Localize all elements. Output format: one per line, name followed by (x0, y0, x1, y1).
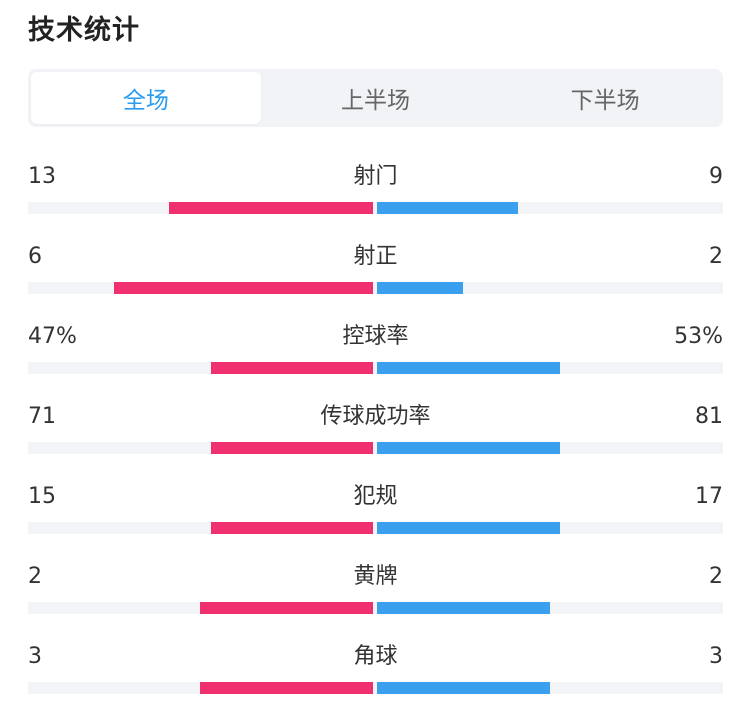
stat-row-shots: 13 射门 9 (28, 152, 723, 232)
stat-row-pass-accuracy: 71 传球成功率 81 (28, 392, 723, 472)
home-value: 15 (28, 484, 56, 509)
stat-label: 犯规 (353, 484, 398, 509)
away-value: 53% (674, 324, 723, 349)
stat-bar-track (28, 362, 723, 374)
home-value: 47% (28, 324, 77, 349)
period-tabs: 全场 上半场 下半场 (28, 69, 723, 127)
stats-list: 13 射门 9 6 射正 2 47% 控球率 53% (28, 152, 723, 710)
away-value: 2 (709, 244, 723, 269)
away-bar (377, 682, 550, 694)
stat-label: 角球 (353, 644, 398, 669)
stat-label: 传球成功率 (320, 404, 431, 429)
away-value: 3 (709, 644, 723, 669)
away-bar (377, 202, 518, 214)
away-bar (377, 442, 560, 454)
stat-row-fouls: 15 犯规 17 (28, 472, 723, 552)
stat-label: 射正 (353, 244, 398, 269)
stat-row-yellow-cards: 2 黄牌 2 (28, 552, 723, 632)
stat-bar-track (28, 682, 723, 694)
stat-row-corners: 3 角球 3 (28, 632, 723, 710)
home-value: 2 (28, 564, 42, 589)
home-bar (200, 602, 373, 614)
home-bar (169, 202, 373, 214)
away-bar (377, 522, 560, 534)
home-value: 71 (28, 404, 56, 429)
away-bar (377, 362, 560, 374)
home-value: 3 (28, 644, 42, 669)
away-value: 81 (695, 404, 723, 429)
away-value: 9 (709, 164, 723, 189)
home-value: 6 (28, 244, 42, 269)
tab-first-half[interactable]: 上半场 (341, 88, 410, 114)
stat-label: 射门 (353, 164, 398, 189)
stat-bar-track (28, 202, 723, 214)
stat-bar-track (28, 522, 723, 534)
stat-label: 控球率 (342, 324, 409, 349)
stat-row-shots-on-target: 6 射正 2 (28, 232, 723, 312)
stat-bar-track (28, 282, 723, 294)
tab-full-match[interactable]: 全场 (31, 72, 261, 124)
home-value: 13 (28, 164, 56, 189)
home-bar (211, 362, 373, 374)
away-bar (377, 602, 550, 614)
home-bar (211, 442, 373, 454)
tab-second-half[interactable]: 下半场 (570, 88, 640, 114)
away-value: 2 (709, 564, 723, 589)
stat-row-possession: 47% 控球率 53% (28, 312, 723, 392)
stat-bar-track (28, 442, 723, 454)
away-bar (377, 282, 463, 294)
home-bar (211, 522, 373, 534)
section-title: 技术统计 (28, 15, 140, 46)
away-value: 17 (695, 484, 723, 509)
stat-bar-track (28, 602, 723, 614)
home-bar (114, 282, 373, 294)
stat-label: 黄牌 (353, 564, 398, 589)
home-bar (200, 682, 373, 694)
